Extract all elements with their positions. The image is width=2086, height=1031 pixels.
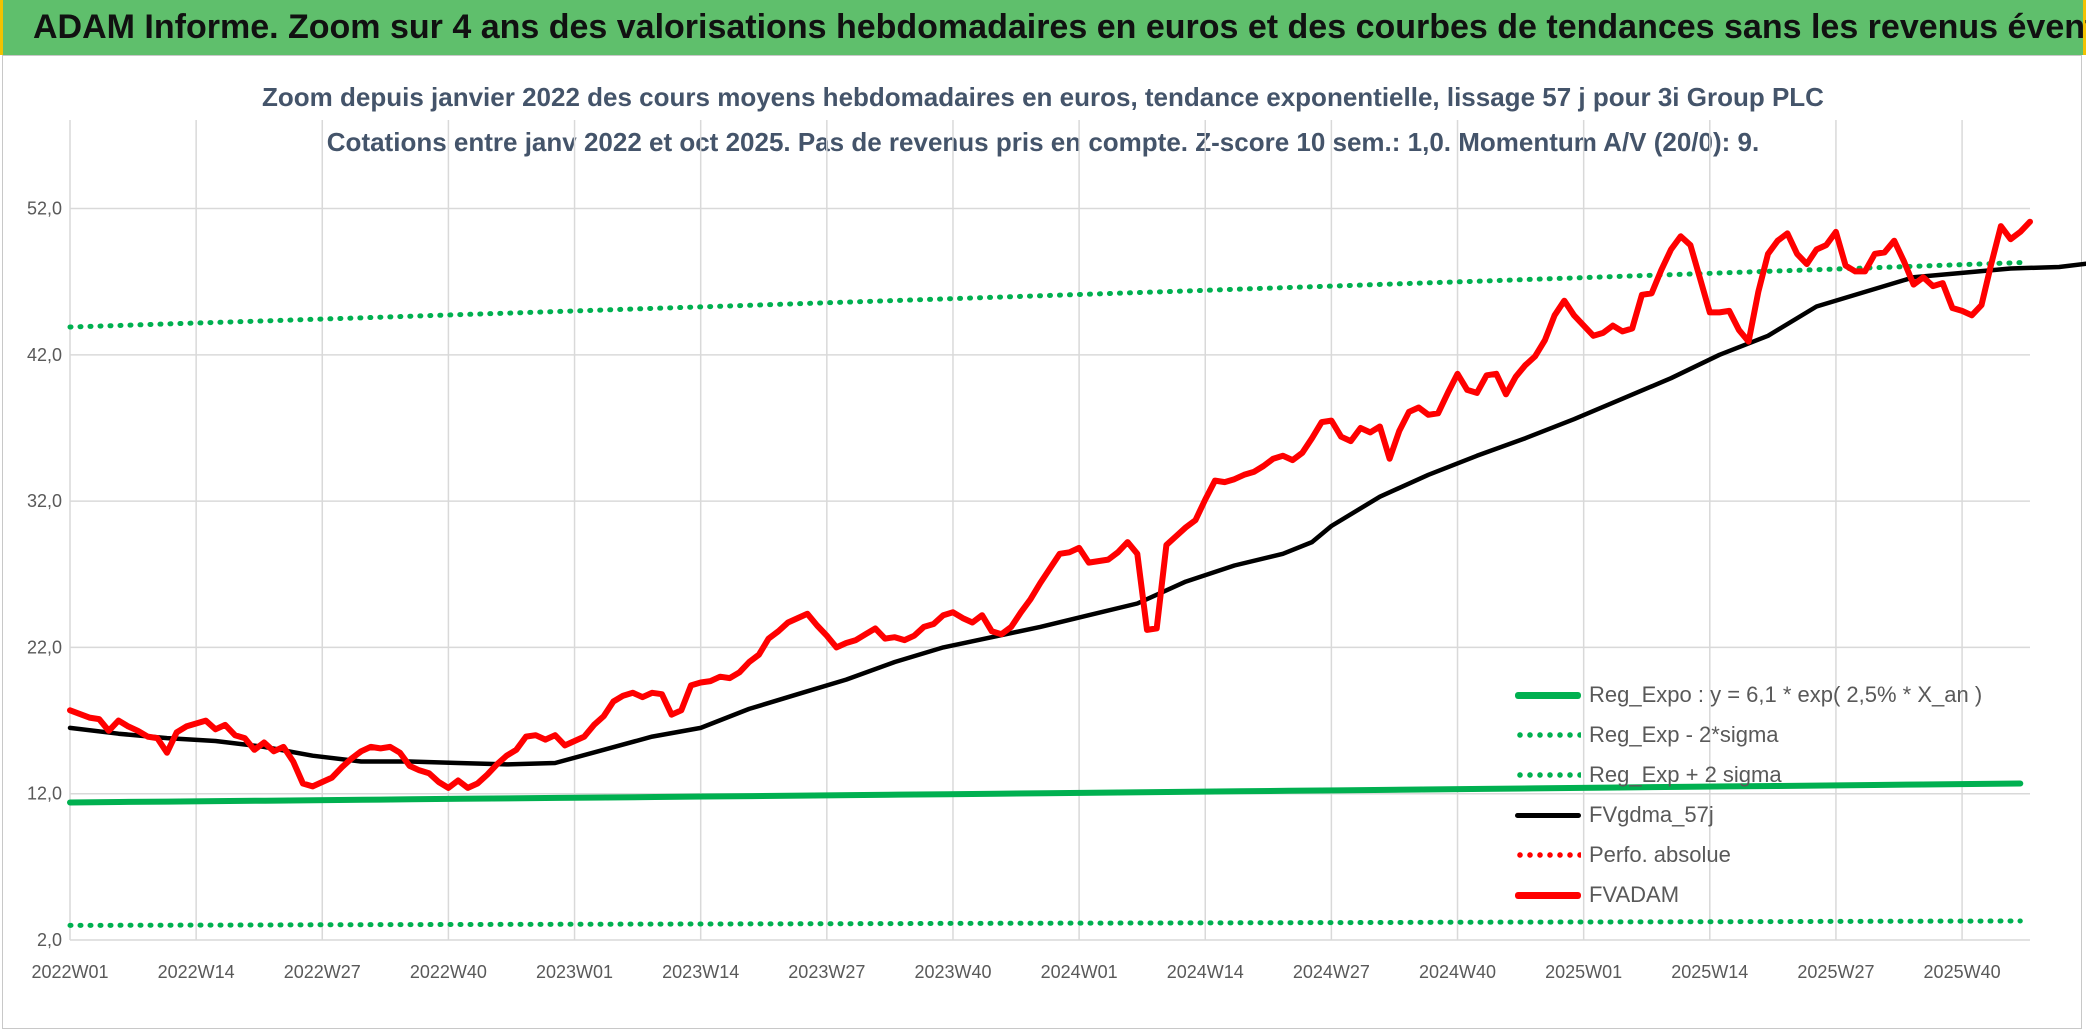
x-tick-label: 2024W40 — [1419, 962, 1496, 982]
y-tick-label: 42,0 — [27, 345, 62, 365]
chart-frame — [2, 55, 2082, 1029]
legend-item: Perfo. absolue — [1515, 835, 2035, 875]
legend-swatch — [1515, 770, 1581, 780]
x-tick-label: 2024W14 — [1167, 962, 1244, 982]
chart-series — [67, 218, 2086, 928]
series-line-0 — [67, 780, 2024, 806]
y-tick-label: 2,0 — [37, 930, 62, 950]
series-line-2 — [67, 260, 2023, 330]
legend-item: FVgdma_57j — [1515, 795, 2035, 835]
legend-label: FVADAM — [1589, 882, 1680, 907]
y-tick-label: 12,0 — [27, 784, 62, 804]
series-line-1 — [67, 918, 2023, 928]
legend-label: FVgdma_57j — [1589, 802, 1714, 827]
x-tick-label: 2023W14 — [662, 962, 739, 982]
x-tick-label: 2023W40 — [914, 962, 991, 982]
chart-legend: Reg_Expo : y = 6,1 * exp( 2,5% * X_an ) R… — [1515, 675, 2035, 915]
legend-label: Reg_Exp + 2 sigma — [1589, 762, 1782, 787]
y-tick-label: 22,0 — [27, 637, 62, 657]
legend-swatch — [1515, 850, 1581, 860]
legend-item: FVADAM — [1515, 875, 2035, 915]
x-tick-label: 2022W27 — [284, 962, 361, 982]
report-banner: ADAM Informe. Zoom sur 4 ans des valoris… — [0, 0, 2086, 55]
y-tick-label: 52,0 — [27, 199, 62, 219]
chart-title: Zoom depuis janvier 2022 des cours moyen… — [262, 82, 1824, 112]
legend-label: Reg_Expo : y = 6,1 * exp( 2,5% * X_an ) — [1589, 682, 1983, 707]
legend-item: Reg_Exp - 2*sigma — [1515, 715, 2035, 755]
x-tick-label: 2022W40 — [410, 962, 487, 982]
x-tick-label: 2025W40 — [1924, 962, 2001, 982]
x-tick-label: 2024W01 — [1041, 962, 1118, 982]
legend-swatch — [1515, 812, 1581, 818]
legend-item: Reg_Exp + 2 sigma — [1515, 755, 2035, 795]
x-tick-label: 2024W27 — [1293, 962, 1370, 982]
legend-label: Perfo. absolue — [1589, 842, 1731, 867]
x-tick-label: 2022W14 — [158, 962, 235, 982]
x-tick-label: 2023W01 — [536, 962, 613, 982]
x-tick-label: 2025W01 — [1545, 962, 1622, 982]
chart-ticks: 2,0 12,0 22,0 32,0 42,0 52,0 2022W01 2022W14 202… — [27, 199, 2001, 982]
x-tick-label: 2023W27 — [788, 962, 865, 982]
legend-swatch — [1515, 730, 1581, 740]
series-line-5 — [67, 218, 2033, 791]
legend-item: Reg_Expo : y = 6,1 * exp( 2,5% * X_an ) — [1515, 675, 2035, 715]
report-banner-title: ADAM Informe. Zoom sur 4 ans des valoris… — [33, 8, 2086, 46]
chart-subtitle: Cotations entre janv 2022 et oct 2025. P… — [326, 127, 1760, 157]
legend-swatch — [1515, 891, 1581, 899]
series-line-3 — [67, 261, 2086, 767]
x-tick-label: 2025W14 — [1671, 962, 1748, 982]
legend-label: Reg_Exp - 2*sigma — [1589, 722, 1779, 747]
legend-swatch — [1515, 691, 1581, 699]
x-tick-label: 2022W01 — [31, 962, 108, 982]
y-tick-label: 32,0 — [27, 491, 62, 511]
x-tick-label: 2025W27 — [1797, 962, 1874, 982]
